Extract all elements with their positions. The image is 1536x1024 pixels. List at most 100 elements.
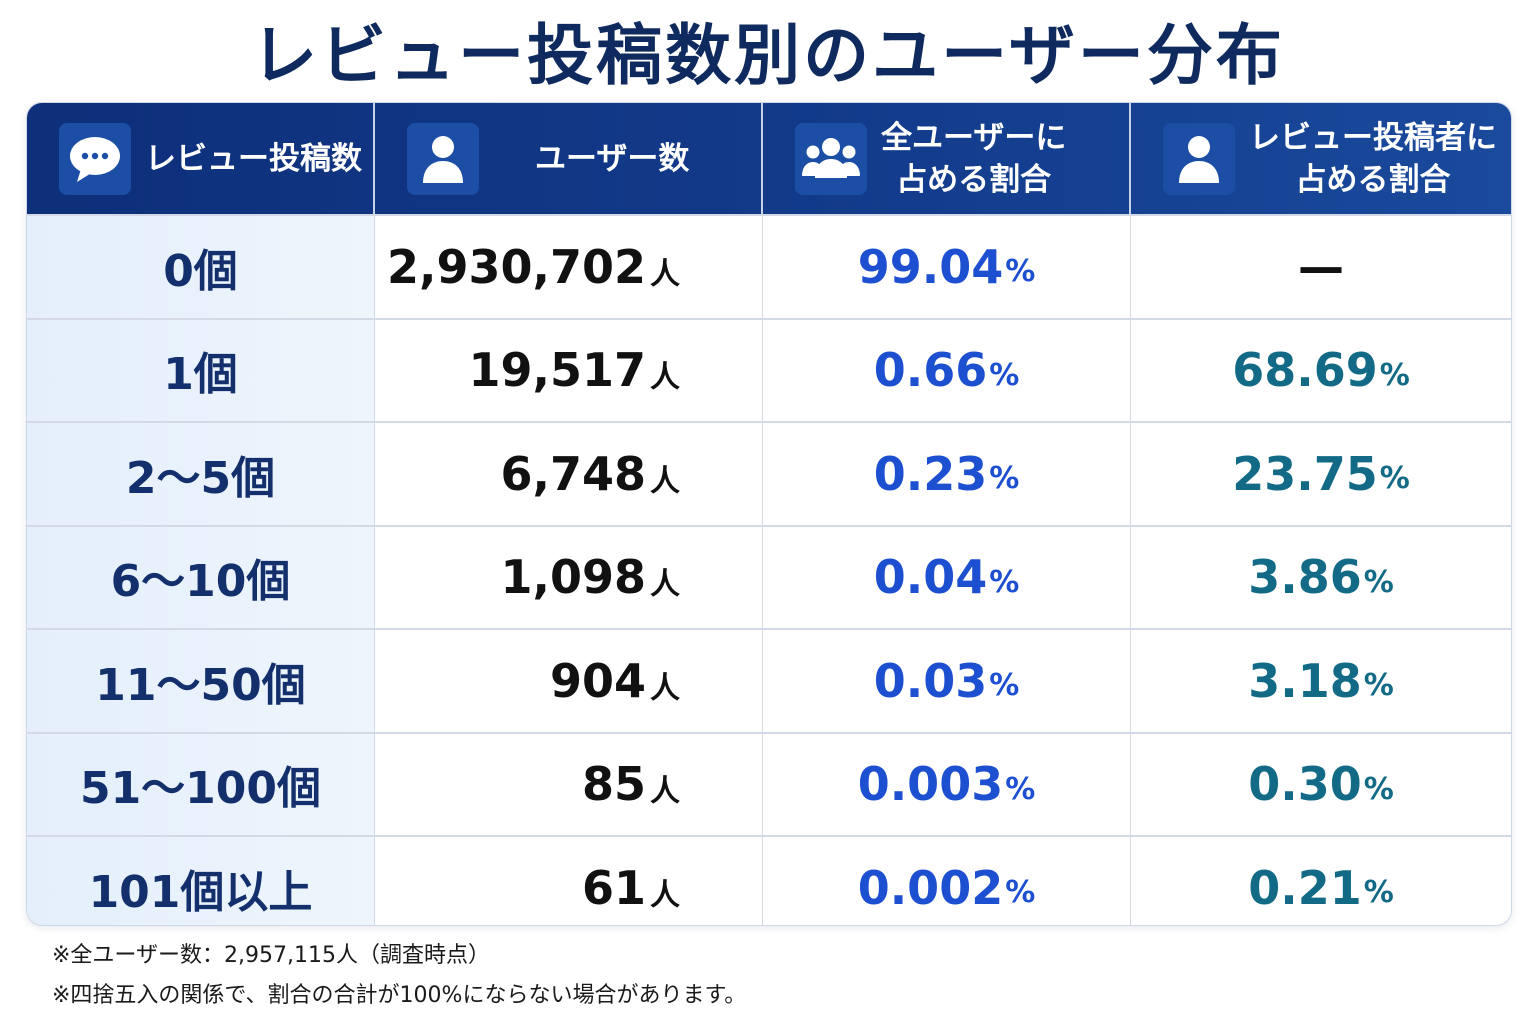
user-count-value: 6,748 — [500, 446, 646, 501]
person-unit: 人 — [650, 463, 680, 499]
user-count-value: 85 — [581, 757, 646, 812]
share-reviewers-cell: 3.18% — [1131, 630, 1511, 732]
header-label: ユーザー数 — [535, 140, 690, 177]
share-reviewers-value: 3.18 — [1248, 653, 1362, 708]
share-all-value: 0.66 — [873, 343, 988, 398]
user-count-value: 1,098 — [500, 550, 646, 605]
review-count-cell: 2～5個 — [27, 423, 375, 525]
share-reviewers-cell: 0.30% — [1131, 734, 1511, 836]
share-reviewers-value: — — [1298, 239, 1344, 294]
share-reviewers-value: 23.75 — [1232, 446, 1378, 501]
percent-unit: % — [1379, 461, 1410, 497]
header-review-count: レビュー投稿数 — [27, 103, 375, 214]
share-reviewers-value: 3.86 — [1248, 550, 1362, 605]
percent-unit: % — [1363, 564, 1394, 600]
percent-unit: % — [1005, 254, 1036, 290]
share-reviewers-cell: 0.21% — [1131, 837, 1511, 925]
header-label-line1: 全ユーザーに — [881, 119, 1067, 156]
percent-unit: % — [1363, 875, 1394, 911]
percent-unit: % — [989, 564, 1020, 600]
table-row: 11～50個 904 人 0.03% 3.18% — [27, 628, 1511, 732]
percent-unit: % — [1005, 771, 1036, 807]
header-label-line2: 占める割合 — [896, 161, 1052, 198]
person-unit: 人 — [650, 256, 680, 292]
percent-unit: % — [989, 461, 1020, 497]
share-reviewers-cell: 23.75% — [1131, 423, 1511, 525]
user-icon — [1163, 122, 1235, 195]
header-share-all: 全ユーザーに 占める割合 — [763, 103, 1131, 214]
header-label-line2: 占める割合 — [1295, 161, 1451, 198]
share-reviewers-cell: — — [1131, 216, 1511, 318]
users-group-icon — [795, 122, 867, 195]
share-all-cell: 0.003% — [763, 733, 1131, 835]
percent-unit: % — [989, 357, 1020, 393]
percent-unit: % — [989, 668, 1020, 704]
table-row: 0個 2,930,702 人 99.04% — — [27, 214, 1511, 318]
user-count-value: 61 — [581, 860, 646, 915]
user-count-cell: 2,930,702 人 — [375, 216, 763, 318]
header-share-reviewers: レビュー投稿者に 占める割合 — [1131, 103, 1511, 214]
person-unit: 人 — [650, 774, 680, 810]
percent-unit: % — [1363, 668, 1394, 704]
share-all-cell: 0.03% — [763, 630, 1131, 732]
header-user-count: ユーザー数 — [375, 103, 763, 214]
share-all-cell: 0.04% — [763, 526, 1131, 628]
user-count-cell: 904 人 — [375, 630, 763, 732]
share-all-cell: 99.04% — [763, 216, 1131, 318]
user-icon — [407, 122, 479, 195]
share-all-value: 0.002 — [857, 860, 1004, 915]
table-row: 51～100個 85 人 0.003% 0.30% — [27, 731, 1511, 836]
distribution-table: レビュー投稿数 ユーザー数 — [26, 102, 1512, 926]
share-all-cell: 0.002% — [763, 837, 1131, 925]
user-count-cell: 61 人 — [375, 837, 763, 925]
footnote-total-users: ※全ユーザー数：2,957,115人（調査時点） — [52, 943, 490, 968]
user-count-cell: 6,748 人 — [375, 423, 763, 525]
share-all-value: 0.003 — [857, 757, 1004, 812]
percent-unit: % — [1363, 771, 1394, 807]
percent-unit: % — [1005, 875, 1036, 911]
share-all-value: 0.04 — [873, 550, 988, 605]
user-count-cell: 85 人 — [375, 733, 763, 835]
header-label: レビュー投稿者に 占める割合 — [1249, 117, 1497, 201]
share-reviewers-value: 68.69 — [1232, 343, 1378, 398]
review-count-cell: 1個 — [27, 319, 375, 421]
share-all-value: 0.03 — [873, 653, 988, 708]
table-body: 0個 2,930,702 人 99.04% —1個 19,517 人 0.66% 68.69% 2… — [27, 214, 1511, 925]
review-count-cell: 11～50個 — [27, 630, 375, 732]
share-all-value: 99.04 — [857, 239, 1004, 294]
table-row: 101個以上 61 人 0.002% 0.21% — [27, 835, 1511, 925]
table-row: 6～10個 1,098 人 0.04% 3.86% — [27, 524, 1511, 629]
user-count-cell: 19,517 人 — [375, 319, 763, 421]
table-row: 2～5個 6,748 人 0.23% 23.75% — [27, 421, 1511, 525]
person-unit: 人 — [650, 877, 680, 913]
user-count-cell: 1,098 人 — [375, 526, 763, 628]
table-header-row: レビュー投稿数 ユーザー数 — [27, 103, 1511, 214]
review-count-cell: 101個以上 — [27, 837, 375, 925]
user-count-value: 2,930,702 — [387, 239, 646, 294]
user-count-value: 19,517 — [468, 343, 646, 398]
footnotes: ※全ユーザー数：2,957,115人（調査時点） ※四捨五入の関係で、割合の合計… — [52, 936, 746, 1016]
header-label: レビュー投稿数 — [145, 140, 362, 177]
percent-unit: % — [1379, 357, 1410, 393]
person-unit: 人 — [650, 360, 680, 396]
page-title: レビュー投稿数別のユーザー分布 — [251, 17, 1285, 94]
person-unit: 人 — [650, 567, 680, 603]
header-label: 全ユーザーに 占める割合 — [881, 117, 1066, 201]
share-all-cell: 0.66% — [763, 319, 1131, 421]
review-count-cell: 6～10個 — [27, 526, 375, 628]
table-row: 1個 19,517 人 0.66% 68.69% — [27, 317, 1511, 422]
chat-bubble-icon — [59, 122, 131, 195]
review-count-cell: 51～100個 — [27, 733, 375, 835]
header-label-line1: レビュー投稿者に — [1249, 119, 1497, 156]
share-reviewers-cell: 3.86% — [1131, 527, 1511, 629]
share-reviewers-value: 0.21 — [1248, 860, 1362, 915]
review-count-cell: 0個 — [27, 216, 375, 318]
share-reviewers-value: 0.30 — [1248, 757, 1362, 812]
share-reviewers-cell: 68.69% — [1131, 320, 1511, 422]
user-count-value: 904 — [549, 653, 646, 708]
share-all-cell: 0.23% — [763, 423, 1131, 525]
share-all-value: 0.23 — [873, 446, 988, 501]
footnote-rounding: ※四捨五入の関係で、割合の合計が100%にならない場合があります。 — [52, 983, 747, 1008]
person-unit: 人 — [650, 670, 680, 706]
